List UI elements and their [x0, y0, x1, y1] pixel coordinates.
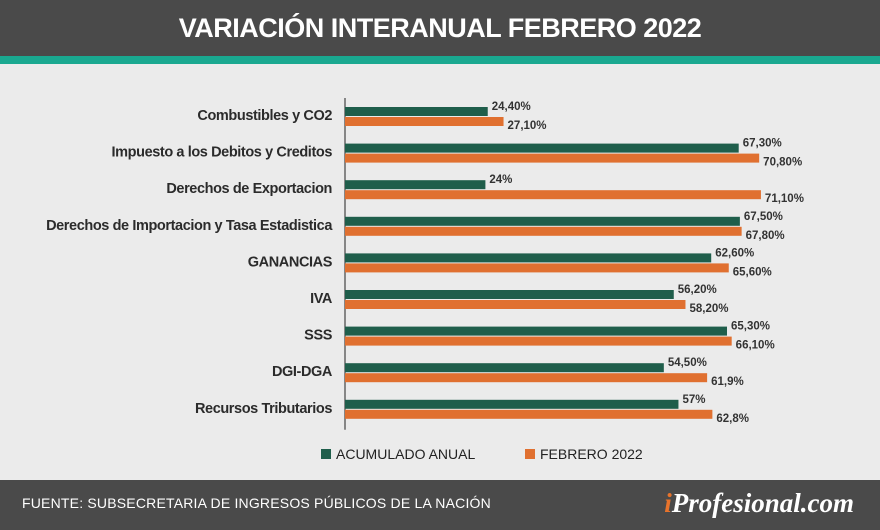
- chart-header: VARIACIÓN INTERANUAL FEBRERO 2022: [0, 0, 880, 56]
- data-label: 67,80%: [746, 230, 785, 242]
- footer: FUENTE: SUBSECRETARIA DE INGRESOS PÚBLIC…: [0, 480, 880, 530]
- data-label: 61,9%: [711, 376, 744, 388]
- legend-swatch-acumulado-anual: [321, 449, 331, 459]
- data-label: 70,80%: [763, 157, 802, 169]
- data-label: 24%: [489, 174, 512, 186]
- data-label: 67,50%: [744, 211, 783, 223]
- category-label: SSS: [304, 328, 333, 344]
- bar-febrero-2022: [345, 300, 686, 309]
- category-label: Derechos de Importacion y Tasa Estadisti…: [46, 218, 333, 234]
- data-label: 67,30%: [743, 138, 782, 150]
- bar-acumulado-anual: [345, 107, 488, 116]
- chart-area: Combustibles y CO2 24,40% 27,10% Impuesto a…: [0, 64, 880, 480]
- bar-febrero-2022: [345, 409, 713, 419]
- legend-label: FEBRERO 2022: [540, 446, 643, 462]
- bar-acumulado-anual: [345, 143, 739, 153]
- source-note: FUENTE: SUBSECRETARIA DE INGRESOS PÚBLIC…: [22, 495, 491, 511]
- legend-label: ACUMULADO ANUAL: [336, 446, 475, 462]
- bar-febrero-2022: [345, 263, 729, 273]
- bar-acumulado-anual: [345, 290, 674, 299]
- bar-acumulado-anual: [345, 216, 740, 226]
- category-label: Combustibles y CO2: [197, 108, 332, 124]
- data-label: 62,8%: [716, 413, 749, 425]
- category-label: GANANCIAS: [248, 254, 333, 270]
- category-label: Impuesto a los Debitos y Creditos: [112, 145, 333, 161]
- category-label: Derechos de Exportacion: [166, 181, 332, 197]
- bar-febrero-2022: [345, 153, 760, 163]
- category-label: Recursos Tributarios: [195, 401, 332, 417]
- brand-logo-i: i: [664, 488, 672, 518]
- data-label: 24,40%: [492, 101, 531, 113]
- data-label: 56,20%: [678, 284, 717, 296]
- data-label: 54,50%: [668, 357, 707, 369]
- bar-acumulado-anual: [345, 253, 712, 263]
- data-label: 58,20%: [689, 303, 728, 315]
- bar-febrero-2022: [345, 226, 742, 236]
- data-label: 65,30%: [731, 321, 770, 333]
- bar-febrero-2022: [345, 117, 504, 126]
- brand-logo-text: Profesional.com: [671, 488, 854, 518]
- bar-acumulado-anual: [345, 399, 679, 409]
- bar-acumulado-anual: [345, 326, 728, 336]
- data-label: 65,60%: [733, 266, 772, 278]
- bar-febrero-2022: [345, 373, 708, 383]
- chart-title: VARIACIÓN INTERANUAL FEBRERO 2022: [178, 12, 702, 43]
- category-label: DGI-DGA: [272, 364, 333, 380]
- bar-acumulado-anual: [345, 363, 664, 373]
- bar-acumulado-anual: [345, 180, 486, 190]
- bar-chart: Combustibles y CO2 24,40% 27,10% Impuesto a…: [46, 98, 804, 462]
- category-label: IVA: [310, 291, 333, 307]
- data-label: 57%: [682, 394, 705, 406]
- data-label: 66,10%: [736, 340, 775, 352]
- data-label: 62,60%: [715, 247, 754, 259]
- data-label: 71,10%: [765, 193, 804, 205]
- bar-febrero-2022: [345, 190, 761, 200]
- data-label: 27,10%: [508, 120, 547, 132]
- bar-febrero-2022: [345, 336, 732, 346]
- accent-band: [0, 56, 880, 64]
- legend-swatch-febrero-2022: [525, 449, 535, 459]
- brand-logo: iProfesional.com: [664, 488, 854, 519]
